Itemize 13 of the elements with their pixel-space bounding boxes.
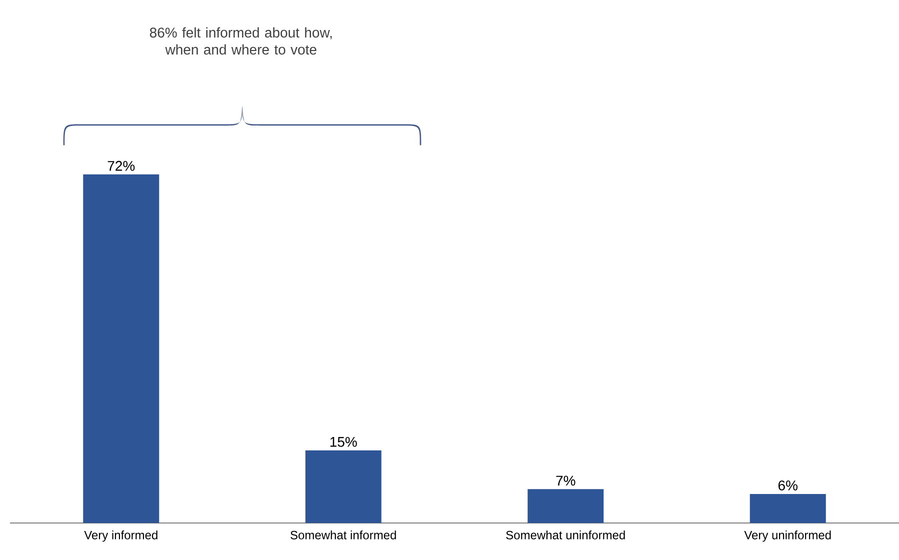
text: 86% felt informed about how, when and where to vote	[150, 27, 332, 55]
bar	[305, 450, 382, 523]
bar	[528, 489, 604, 523]
x-tick-label: Somewhat uninformed	[506, 530, 625, 540]
x-tick-label: Somewhat informed	[290, 530, 396, 540]
data-label: 15%	[330, 436, 357, 447]
x-tick-label: Very uninformed	[744, 530, 831, 542]
data-label: 72%	[108, 160, 135, 171]
bar	[83, 174, 160, 523]
data-label: 7%	[556, 476, 576, 486]
bar	[750, 494, 826, 523]
data-label: 6%	[778, 480, 798, 490]
x-tick-label: Very informed	[84, 530, 158, 542]
